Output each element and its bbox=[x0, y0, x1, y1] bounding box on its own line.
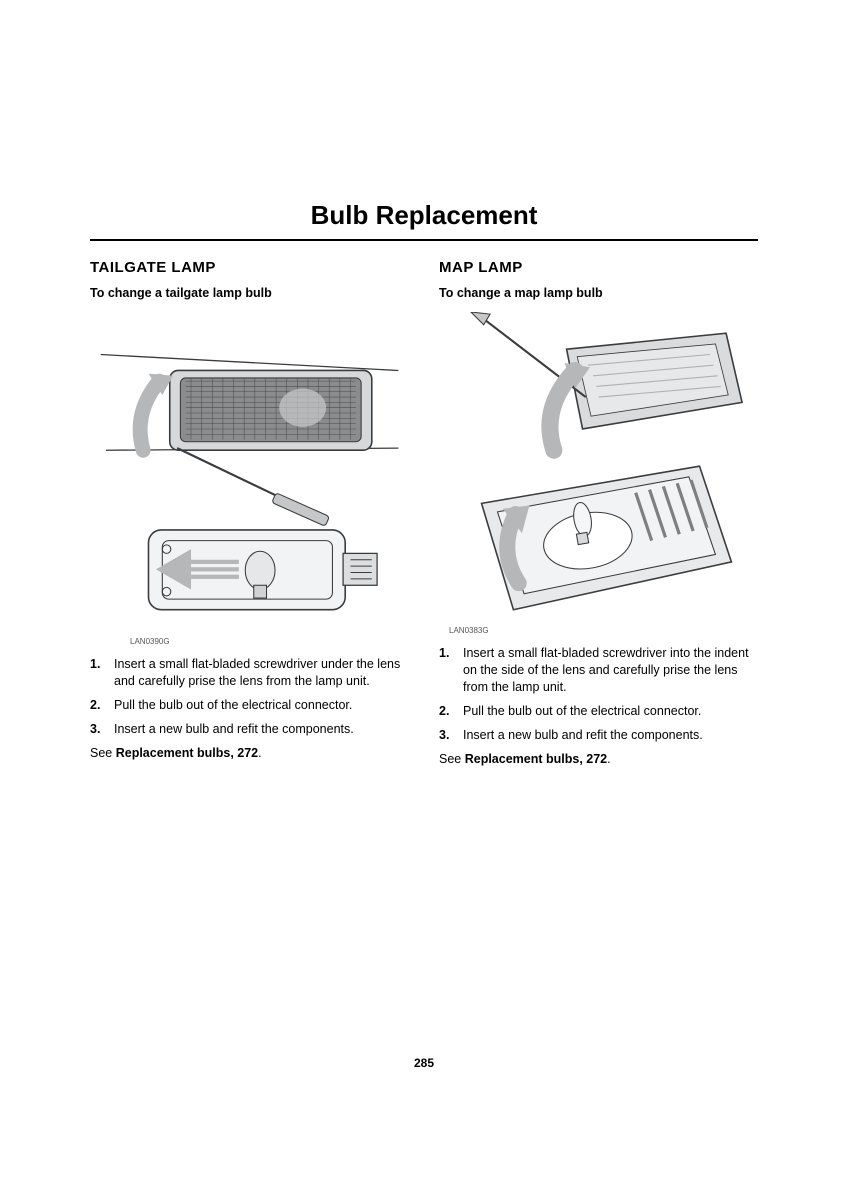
maplamp-see-ref: See Replacement bulbs, 272. bbox=[439, 752, 758, 766]
see-suffix: . bbox=[258, 746, 261, 760]
see-ref-text: Replacement bulbs, 272 bbox=[465, 752, 607, 766]
two-column-layout: TAILGATE LAMP To change a tailgate lamp … bbox=[90, 259, 758, 766]
maplamp-upper-diagram bbox=[471, 312, 742, 450]
tailgate-image-code: LAN0390G bbox=[130, 637, 409, 646]
page-number: 285 bbox=[0, 1056, 848, 1070]
maplamp-step-3: Insert a new bulb and refit the componen… bbox=[439, 727, 758, 744]
maplamp-subheading: To change a map lamp bulb bbox=[439, 286, 758, 300]
tailgate-steps: Insert a small flat-bladed screwdriver u… bbox=[90, 656, 409, 738]
tailgate-illustration bbox=[90, 312, 409, 631]
maplamp-heading: MAP LAMP bbox=[439, 259, 758, 276]
tailgate-heading: TAILGATE LAMP bbox=[90, 259, 409, 276]
see-ref-text: Replacement bulbs, 272 bbox=[116, 746, 258, 760]
tailgate-step-2: Pull the bulb out of the electrical conn… bbox=[90, 697, 409, 714]
tailgate-step-1: Insert a small flat-bladed screwdriver u… bbox=[90, 656, 409, 690]
see-prefix: See bbox=[439, 752, 465, 766]
title-rule bbox=[90, 239, 758, 241]
maplamp-illustration bbox=[439, 312, 758, 620]
page-content: Bulb Replacement TAILGATE LAMP To change… bbox=[0, 0, 848, 766]
left-column: TAILGATE LAMP To change a tailgate lamp … bbox=[90, 259, 409, 766]
maplamp-image-code: LAN0383G bbox=[449, 626, 758, 635]
maplamp-step-2: Pull the bulb out of the electrical conn… bbox=[439, 703, 758, 720]
tailgate-step-3: Insert a new bulb and refit the componen… bbox=[90, 721, 409, 738]
see-suffix: . bbox=[607, 752, 610, 766]
page-title: Bulb Replacement bbox=[90, 200, 758, 231]
tailgate-upper-diagram bbox=[101, 355, 399, 527]
maplamp-steps: Insert a small flat-bladed screwdriver i… bbox=[439, 645, 758, 743]
right-column: MAP LAMP To change a map lamp bulb bbox=[439, 259, 758, 766]
maplamp-step-1: Insert a small flat-bladed screwdriver i… bbox=[439, 645, 758, 696]
tailgate-see-ref: See Replacement bulbs, 272. bbox=[90, 746, 409, 760]
maplamp-lower-diagram bbox=[482, 466, 732, 610]
tailgate-subheading: To change a tailgate lamp bulb bbox=[90, 286, 409, 300]
tailgate-lower-diagram bbox=[148, 530, 377, 610]
see-prefix: See bbox=[90, 746, 116, 760]
